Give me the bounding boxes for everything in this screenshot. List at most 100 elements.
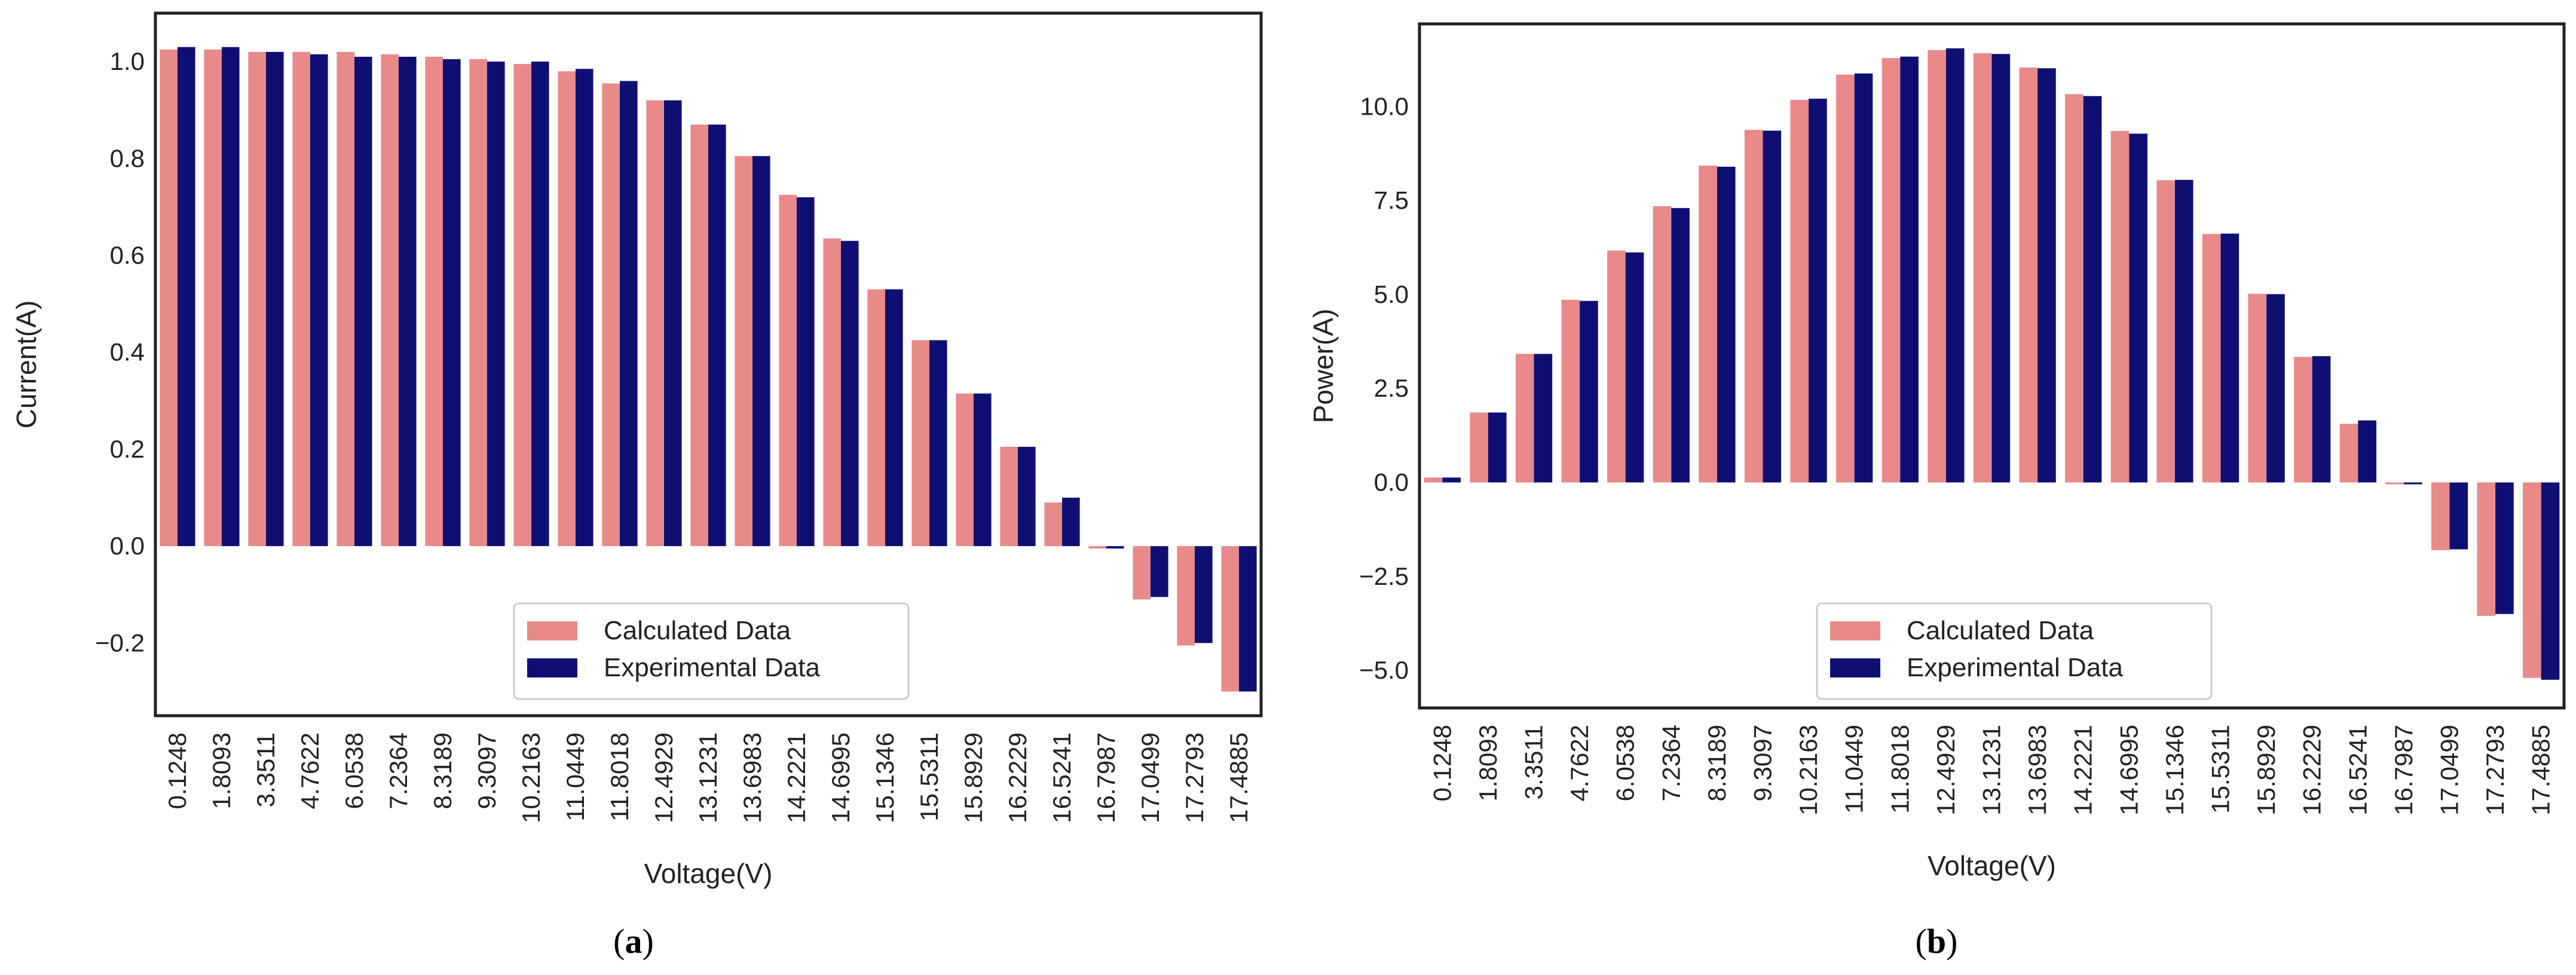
legend: Calculated Data Experimental Data <box>513 602 910 700</box>
bar-experimental <box>1239 546 1257 692</box>
x-axis-label: Voltage(V) <box>1928 850 2056 881</box>
bar-experimental <box>2220 234 2240 483</box>
bar-experimental <box>841 241 859 547</box>
y-tick-label: 10.0 <box>1360 92 1409 120</box>
bar-calculated <box>1424 477 1443 483</box>
bar-experimental <box>1534 354 1553 483</box>
bar-experimental <box>1945 48 1965 483</box>
bar-calculated <box>160 49 178 547</box>
bar-experimental <box>2541 482 2560 680</box>
bar-calculated <box>2431 482 2450 550</box>
bar-calculated <box>558 71 576 547</box>
x-tick-label: 6.0538 <box>1611 725 1639 801</box>
bar-experimental <box>1151 546 1168 597</box>
caption-paren-open: ( <box>1916 922 1927 961</box>
bar-calculated <box>735 156 752 547</box>
bar-experimental <box>354 56 372 547</box>
figure-caption: (a) <box>613 922 654 961</box>
x-tick-label: 1.8093 <box>207 732 235 809</box>
legend-label-experimental: Experimental Data <box>1907 653 2123 682</box>
caption-paren-open: ( <box>613 922 625 961</box>
y-tick-label: 0.0 <box>110 532 145 560</box>
bar-calculated <box>1221 546 1239 692</box>
bar-calculated <box>867 289 885 547</box>
bar-experimental <box>1717 167 1736 483</box>
x-tick-label: 16.5241 <box>1048 732 1076 823</box>
bar-calculated <box>1607 250 1626 483</box>
bar-calculated <box>2385 482 2404 485</box>
caption-paren-close: ) <box>643 922 654 961</box>
bar-experimental <box>1991 54 2011 483</box>
x-tick-label: 3.3511 <box>252 732 280 807</box>
x-tick-label: 10.2163 <box>517 732 545 823</box>
x-tick-label: 15.1346 <box>2161 725 2189 815</box>
bar-calculated <box>1470 412 1488 483</box>
bar-experimental <box>1671 208 1690 483</box>
bar-experimental <box>752 156 770 547</box>
x-tick-label: 17.0499 <box>1136 732 1164 823</box>
x-tick-label: 7.2364 <box>384 732 412 809</box>
bar-calculated <box>823 238 841 547</box>
bar-experimental <box>2037 68 2056 483</box>
bar-experimental <box>885 289 903 547</box>
x-tick-label: 15.8929 <box>2252 725 2280 815</box>
bar-calculated <box>1561 299 1580 483</box>
bar-experimental <box>708 124 726 547</box>
x-tick-label: 17.4885 <box>1225 732 1253 823</box>
bar-calculated <box>2248 293 2267 483</box>
caption-letter: a <box>625 922 643 961</box>
x-tick-label: 14.2221 <box>2069 725 2097 815</box>
bar-experimental <box>1488 412 1507 483</box>
bar-experimental <box>1106 546 1124 549</box>
legend-label-calculated: Calculated Data <box>1907 616 2094 645</box>
x-tick-label: 0.1248 <box>1428 725 1456 801</box>
bar-experimental <box>310 54 328 547</box>
bar-calculated <box>2156 180 2175 483</box>
bar-calculated <box>956 393 974 547</box>
x-tick-label: 8.3189 <box>429 732 457 809</box>
bar-calculated <box>2202 234 2221 483</box>
bar-experimental <box>399 56 417 547</box>
bar-experimental <box>576 69 593 547</box>
x-tick-label: 13.1231 <box>694 732 722 823</box>
x-tick-label: 13.6983 <box>2023 725 2051 815</box>
bar-calculated <box>602 83 620 547</box>
bar-calculated <box>1000 446 1018 547</box>
bar-calculated <box>1177 546 1195 646</box>
bar-experimental <box>1809 99 1827 483</box>
bar-experimental <box>2449 482 2468 550</box>
bar-experimental <box>1442 477 1461 483</box>
x-tick-label: 11.0449 <box>561 732 589 821</box>
x-tick-label: 15.5311 <box>2207 725 2235 814</box>
bar-calculated <box>2477 482 2496 616</box>
bar-calculated <box>2019 67 2038 483</box>
x-tick-label: 17.0499 <box>2436 725 2464 815</box>
bar-calculated <box>2294 357 2312 483</box>
x-tick-label: 11.8018 <box>605 732 634 821</box>
x-tick-label: 12.4929 <box>650 732 678 823</box>
x-tick-label: 3.3511 <box>1520 725 1548 799</box>
plot-frame <box>1418 22 2566 710</box>
x-tick-label: 16.7987 <box>1092 732 1120 823</box>
bar-experimental <box>1625 252 1644 483</box>
bar-experimental <box>1195 546 1213 643</box>
bar-experimental <box>929 340 947 547</box>
caption-letter: b <box>1927 922 1946 961</box>
legend-swatch-calculated <box>527 621 577 640</box>
bar-experimental <box>2312 356 2331 483</box>
legend-label-experimental: Experimental Data <box>604 653 820 682</box>
bar-calculated <box>2110 131 2130 483</box>
bar-calculated <box>911 340 929 547</box>
y-axis-label: Current(A) <box>11 301 42 429</box>
x-tick-label: 16.5241 <box>2344 725 2372 815</box>
caption-paren-close: ) <box>1946 922 1957 961</box>
x-tick-label: 4.7622 <box>1565 725 1593 801</box>
x-tick-label: 15.5311 <box>915 732 943 821</box>
legend-swatch-experimental <box>1830 658 1880 677</box>
legend-box <box>1816 602 2213 700</box>
x-tick-label: 9.3097 <box>1749 725 1777 801</box>
bar-calculated <box>2065 94 2084 483</box>
x-tick-label: 17.4885 <box>2527 725 2555 815</box>
x-tick-label: 17.2793 <box>2481 725 2509 815</box>
